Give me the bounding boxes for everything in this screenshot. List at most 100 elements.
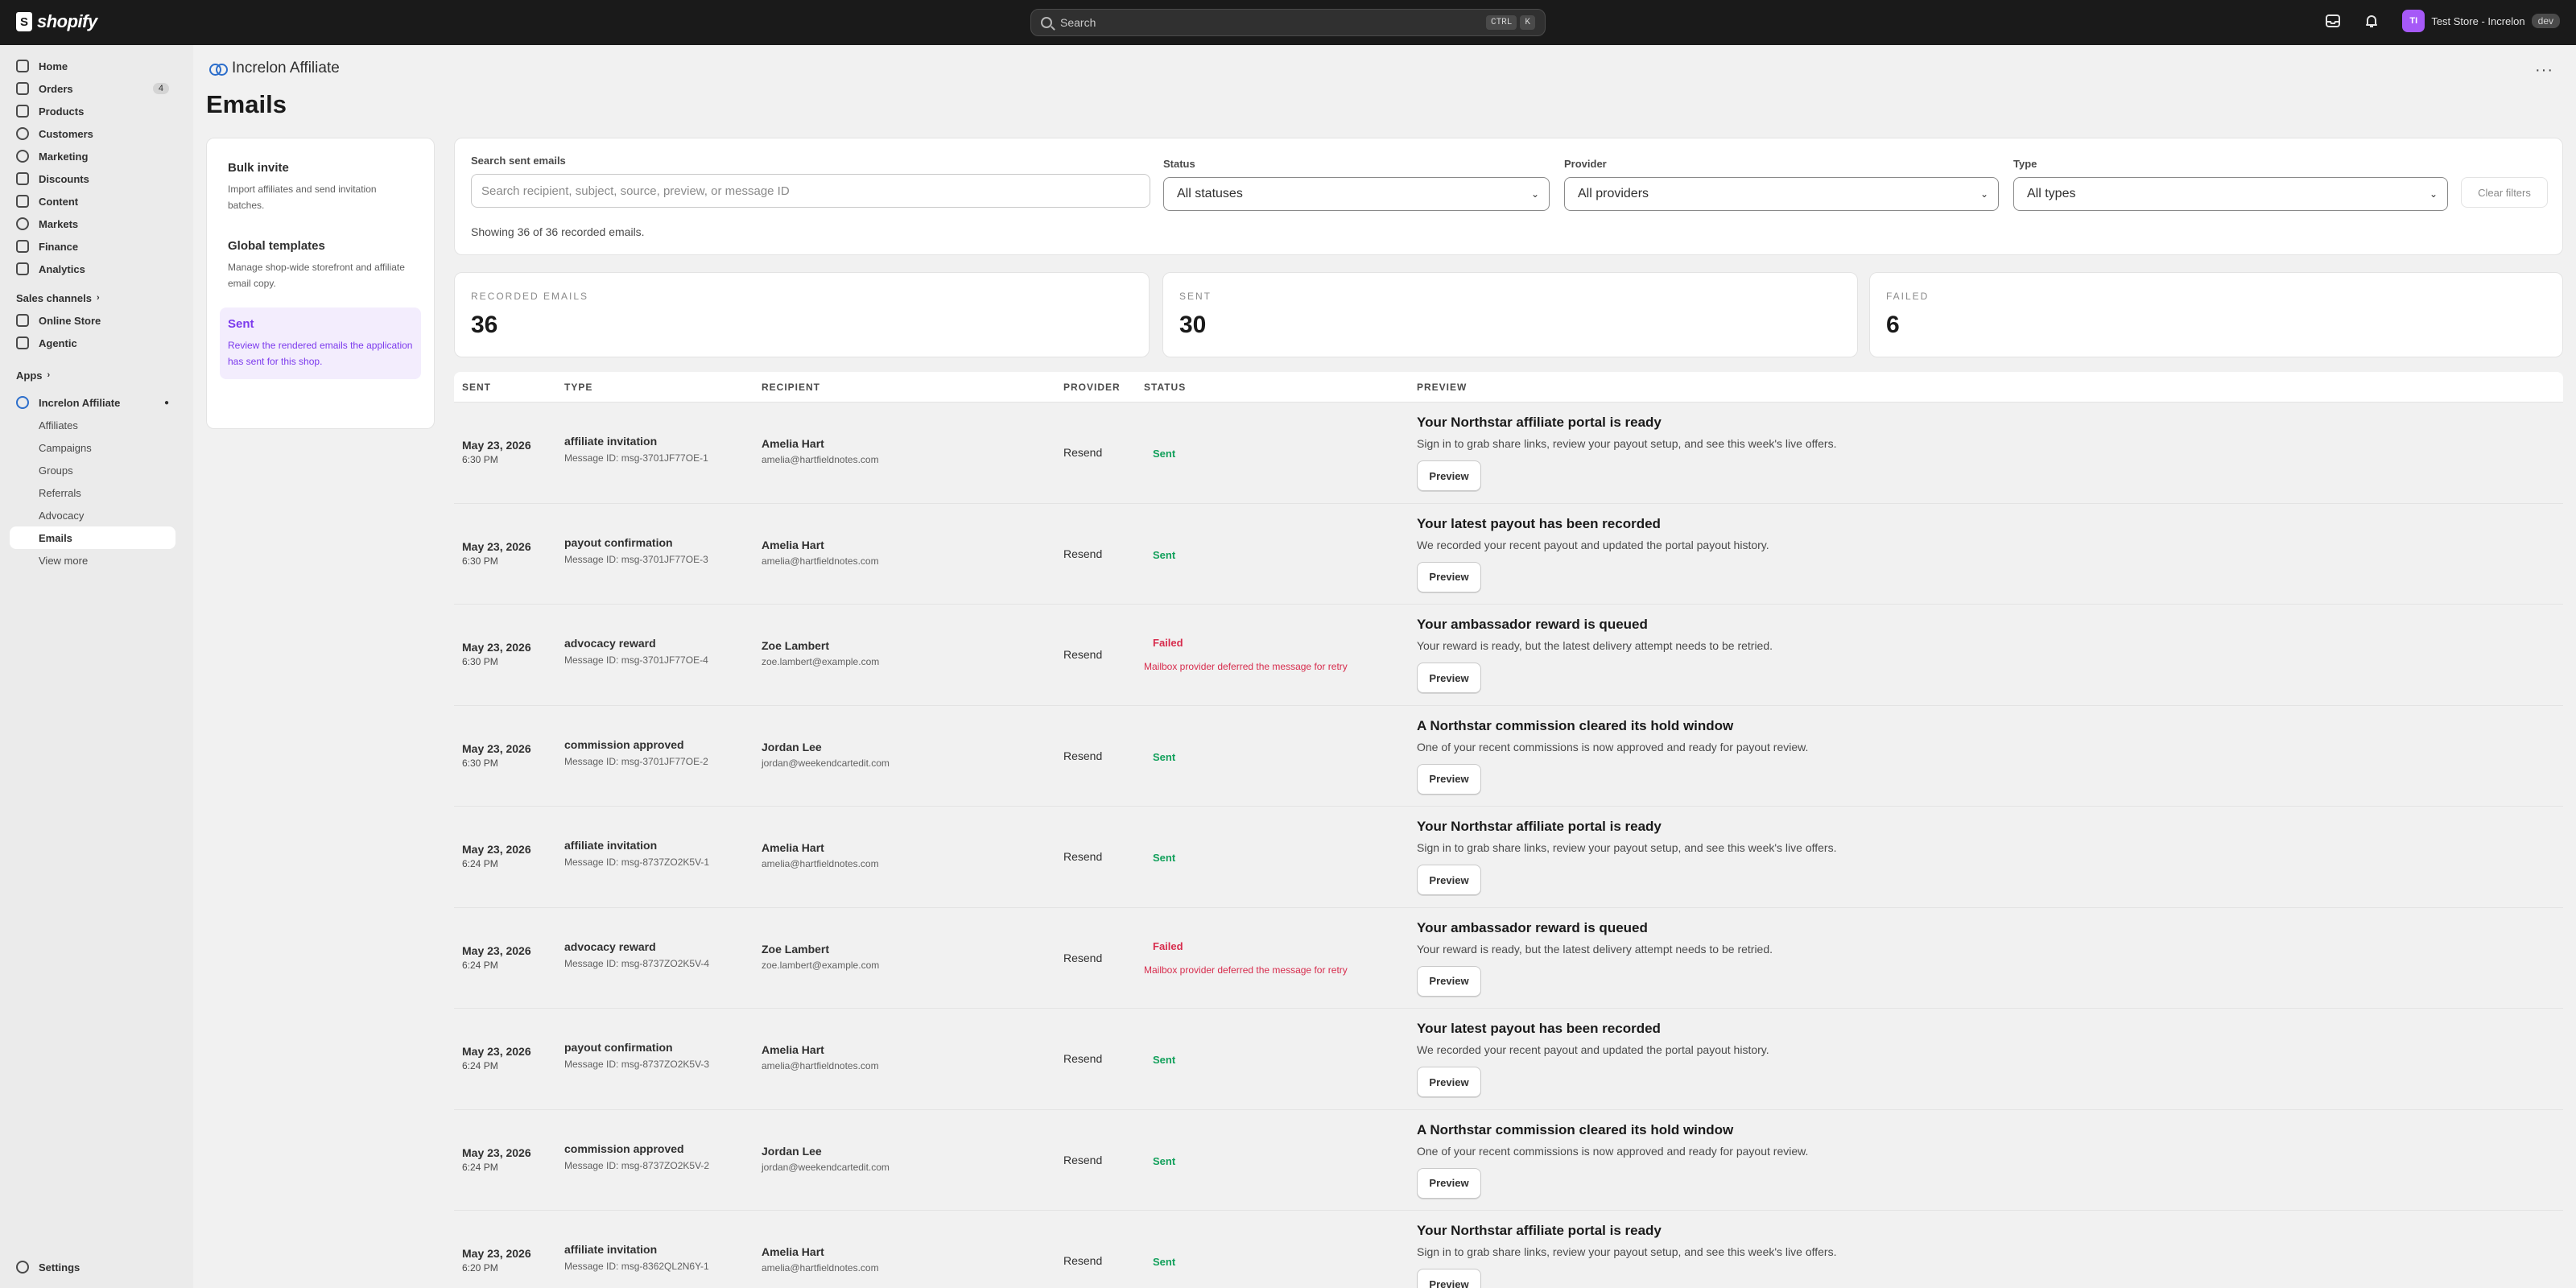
- provider-name: Resend: [1063, 1052, 1103, 1065]
- preview-button[interactable]: Preview: [1417, 865, 1481, 895]
- column-header-status: STATUS: [1144, 382, 1187, 393]
- status-select[interactable]: All statuses ⌄: [1163, 177, 1550, 211]
- type-select[interactable]: All types ⌄: [2013, 177, 2448, 211]
- recipient-name: Amelia Hart: [762, 841, 824, 854]
- table-row: May 23, 2026 6:30 PM affiliate invitation M…: [454, 402, 2563, 504]
- recipient-email: amelia@hartfieldnotes.com: [762, 1262, 879, 1274]
- sidebar-item-orders[interactable]: Orders 4: [0, 77, 193, 100]
- chevron-down-icon: ⌄: [1530, 188, 1539, 200]
- sidebar-subitem-affiliates[interactable]: Affiliates: [39, 419, 78, 431]
- preview-button[interactable]: Preview: [1417, 965, 1481, 997]
- preview-subject: A Northstar commission cleared its hold …: [1417, 1121, 1734, 1137]
- sidebar-item-agentic[interactable]: Agentic: [0, 332, 193, 354]
- preview-button[interactable]: Preview: [1417, 561, 1481, 592]
- email-type: affiliate invitation: [564, 435, 658, 448]
- stat-card-sent: SENT 30: [1162, 272, 1858, 357]
- sidebar-subitem-referrals[interactable]: Referrals: [39, 486, 81, 499]
- top-bar: shopify Search CTRL K TI Test Store - In…: [0, 0, 2576, 45]
- preview-button[interactable]: Preview: [1417, 663, 1481, 693]
- sidebar-item-finance[interactable]: Finance: [0, 235, 193, 258]
- chevron-right-icon: ›: [47, 370, 51, 380]
- sent-date: May 23, 2026: [462, 1045, 531, 1058]
- sidebar-item-online-store[interactable]: Online Store: [0, 309, 193, 332]
- email-type: payout confirmation: [564, 535, 673, 549]
- sidebar-subitem-view-more[interactable]: View more: [39, 554, 89, 567]
- preview-button[interactable]: Preview: [1417, 1067, 1481, 1097]
- column-header-type: TYPE: [564, 382, 593, 393]
- sidebar: Home Orders 4 Products Customers Marketin…: [0, 45, 193, 1288]
- sidebar-subitem-advocacy[interactable]: Advocacy: [39, 509, 85, 522]
- table-row: May 23, 2026 6:24 PM commission approved Me…: [454, 1109, 2563, 1211]
- menu-item-global-templates[interactable]: Global templates Manage shop-wide storef…: [220, 229, 421, 301]
- recipient-email: amelia@hartfieldnotes.com: [762, 454, 879, 465]
- email-type: commission approved: [564, 737, 684, 751]
- preview-button[interactable]: Preview: [1417, 763, 1481, 795]
- preview-button[interactable]: Preview: [1417, 1167, 1481, 1199]
- sent-emails-table: SENT TYPE RECIPIENT PROVIDER STATUS PREV…: [454, 372, 2563, 1288]
- sidebar-subitem-emails[interactable]: Emails: [10, 526, 175, 549]
- inbox-icon[interactable]: [2325, 13, 2341, 29]
- more-actions-icon[interactable]: ···: [2535, 61, 2553, 79]
- marketing-icon: [16, 150, 29, 163]
- menu-item-bulk-invite[interactable]: Bulk invite Import affiliates and send i…: [220, 151, 421, 223]
- stat-card-recorded: RECORDED EMAILS 36: [454, 272, 1150, 357]
- sidebar-item-label: Products: [39, 105, 85, 118]
- sent-date: May 23, 2026: [462, 1247, 531, 1260]
- breadcrumb-app-name[interactable]: Increlon Affiliate: [232, 60, 340, 76]
- apps-section[interactable]: Apps ›: [0, 364, 193, 386]
- recipient-name: Zoe Lambert: [762, 639, 830, 652]
- agentic-icon: [16, 336, 29, 349]
- table-row: May 23, 2026 6:24 PM advocacy reward Messag…: [454, 907, 2563, 1009]
- message-id: Message ID: msg-3701JF77OE-4: [564, 654, 708, 666]
- preview-text: One of your recent commissions is now ap…: [1417, 1144, 1809, 1158]
- sidebar-item-markets[interactable]: Markets: [0, 213, 193, 235]
- sidebar-item-increlon-affiliate[interactable]: Increlon Affiliate ●: [0, 391, 193, 414]
- chevron-down-icon: ⌄: [2429, 188, 2438, 200]
- sidebar-item-marketing[interactable]: Marketing: [0, 145, 193, 167]
- sales-channels-section[interactable]: Sales channels ›: [0, 287, 193, 309]
- sidebar-item-settings[interactable]: Settings: [0, 1256, 193, 1278]
- message-id: Message ID: msg-8362QL2N6Y-1: [564, 1261, 709, 1272]
- store-icon: [16, 314, 29, 327]
- email-type: advocacy reward: [564, 637, 656, 650]
- dev-badge: dev: [2531, 14, 2560, 28]
- provider-label: Provider: [1564, 158, 1607, 170]
- status-badge: Sent: [1153, 1154, 1176, 1167]
- sidebar-item-discounts[interactable]: Discounts: [0, 167, 193, 190]
- pin-icon[interactable]: ●: [163, 398, 169, 407]
- sidebar-item-analytics[interactable]: Analytics: [0, 258, 193, 280]
- sidebar-subitem-campaigns[interactable]: Campaigns: [39, 441, 92, 454]
- sidebar-item-customers[interactable]: Customers: [0, 122, 193, 145]
- preview-button[interactable]: Preview: [1417, 460, 1481, 491]
- status-badge: Sent: [1153, 852, 1176, 864]
- sent-email-search-input[interactable]: Search recipient, subject, source, previ…: [471, 174, 1150, 208]
- sidebar-item-products[interactable]: Products: [0, 100, 193, 122]
- store-name: Test Store - Increlon: [2431, 14, 2525, 27]
- sidebar-subitem-groups[interactable]: Groups: [39, 464, 73, 477]
- sidebar-item-home[interactable]: Home: [0, 55, 193, 77]
- recipient-name: Amelia Hart: [762, 1043, 824, 1056]
- sidebar-item-content[interactable]: Content: [0, 190, 193, 213]
- provider-select[interactable]: All providers ⌄: [1564, 177, 1999, 211]
- orders-count-badge: 4: [152, 83, 169, 94]
- store-menu[interactable]: TI Test Store - Increlon dev: [2402, 10, 2560, 32]
- status-error-message: Mailbox provider deferred the message fo…: [1144, 661, 1348, 672]
- clear-filters-button[interactable]: Clear filters: [2461, 177, 2548, 208]
- sent-date: May 23, 2026: [462, 943, 531, 957]
- recipient-email: jordan@weekendcartedit.com: [762, 757, 890, 769]
- menu-item-sent[interactable]: Sent Review the rendered emails the appl…: [220, 308, 421, 379]
- search-input[interactable]: Search CTRL K: [1030, 9, 1546, 36]
- status-badge: Sent: [1153, 1054, 1176, 1066]
- preview-button[interactable]: Preview: [1417, 1269, 1481, 1288]
- status-badge: Failed: [1153, 637, 1183, 649]
- bell-icon[interactable]: [2363, 13, 2380, 29]
- shopify-logo[interactable]: shopify: [16, 11, 97, 32]
- preview-subject: Your latest payout has been recorded: [1417, 1021, 1661, 1036]
- recipient-email: amelia@hartfieldnotes.com: [762, 1060, 879, 1071]
- customers-icon: [16, 127, 29, 140]
- sent-date: May 23, 2026: [462, 1146, 531, 1159]
- recipient-name: Amelia Hart: [762, 1245, 824, 1258]
- preview-subject: Your Northstar affiliate portal is ready: [1417, 1223, 1662, 1238]
- home-icon: [16, 60, 29, 72]
- page-title: Emails: [206, 90, 287, 118]
